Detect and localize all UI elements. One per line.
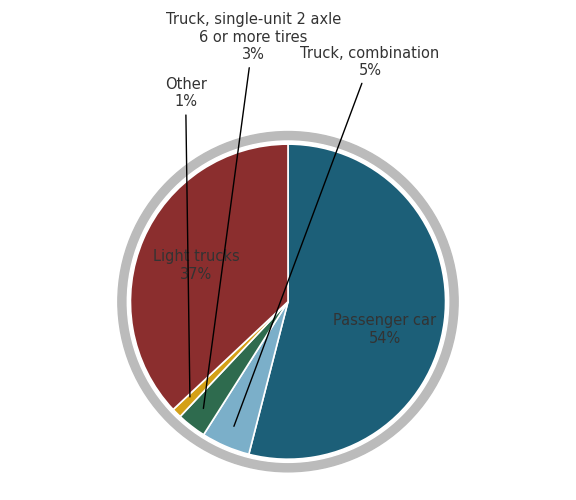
Text: Other
1%: Other 1% bbox=[165, 77, 207, 397]
Circle shape bbox=[118, 132, 458, 472]
Text: Light trucks
37%: Light trucks 37% bbox=[153, 249, 240, 282]
Text: Truck, single-unit 2 axle
6 or more tires
3%: Truck, single-unit 2 axle 6 or more tire… bbox=[166, 12, 341, 408]
Text: Truck, combination
5%: Truck, combination 5% bbox=[234, 46, 439, 426]
Wedge shape bbox=[203, 302, 288, 454]
Wedge shape bbox=[173, 302, 288, 416]
Text: Passenger car
54%: Passenger car 54% bbox=[334, 314, 437, 346]
Wedge shape bbox=[249, 144, 446, 459]
Wedge shape bbox=[180, 302, 288, 434]
Wedge shape bbox=[130, 144, 288, 409]
Circle shape bbox=[127, 141, 449, 462]
